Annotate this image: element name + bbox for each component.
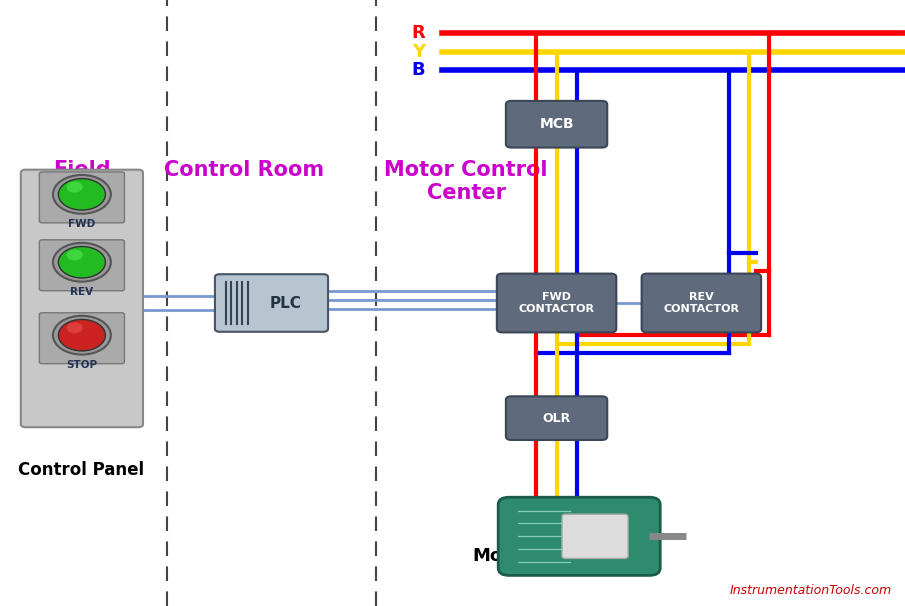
Text: InstrumentationTools.com: InstrumentationTools.com xyxy=(729,584,891,597)
Text: PLC: PLC xyxy=(269,296,301,310)
Circle shape xyxy=(58,319,105,351)
Text: REV
CONTACTOR: REV CONTACTOR xyxy=(663,292,739,314)
Circle shape xyxy=(52,175,110,214)
Text: OLR: OLR xyxy=(542,411,571,425)
Text: FWD
CONTACTOR: FWD CONTACTOR xyxy=(519,292,595,314)
Text: REV: REV xyxy=(71,287,93,297)
Circle shape xyxy=(67,182,82,193)
Text: MCB: MCB xyxy=(539,117,574,132)
FancyBboxPatch shape xyxy=(40,240,125,291)
Text: Y: Y xyxy=(412,42,425,61)
Text: Motor: Motor xyxy=(472,547,532,565)
FancyBboxPatch shape xyxy=(215,274,329,331)
Text: Motor Control
Center: Motor Control Center xyxy=(385,160,548,204)
Circle shape xyxy=(58,179,105,210)
Circle shape xyxy=(52,243,110,282)
Text: FWD: FWD xyxy=(68,219,96,229)
Text: Control Panel: Control Panel xyxy=(18,461,145,479)
Text: B: B xyxy=(412,61,425,79)
FancyBboxPatch shape xyxy=(497,274,616,332)
Text: Field: Field xyxy=(52,159,110,180)
FancyBboxPatch shape xyxy=(506,101,607,147)
FancyBboxPatch shape xyxy=(562,514,628,559)
Circle shape xyxy=(67,250,82,261)
Circle shape xyxy=(58,247,105,278)
FancyBboxPatch shape xyxy=(642,274,761,332)
Text: Control Room: Control Room xyxy=(165,159,324,180)
Text: STOP: STOP xyxy=(66,360,98,370)
Text: R: R xyxy=(412,24,425,42)
FancyBboxPatch shape xyxy=(498,497,661,576)
FancyBboxPatch shape xyxy=(40,172,125,223)
FancyBboxPatch shape xyxy=(40,313,125,364)
Circle shape xyxy=(67,322,82,333)
Circle shape xyxy=(52,316,110,355)
FancyBboxPatch shape xyxy=(21,170,143,427)
FancyBboxPatch shape xyxy=(506,396,607,440)
